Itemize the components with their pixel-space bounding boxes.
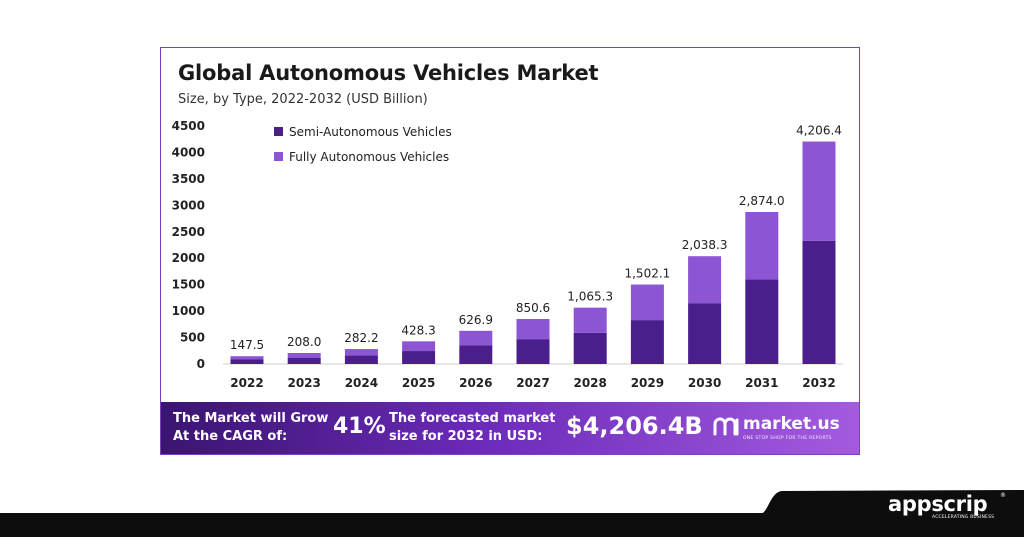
bar-semi-autonomous [344, 355, 378, 364]
bar-total-label: 147.5 [230, 338, 264, 352]
x-tick-label: 2030 [688, 376, 721, 390]
marketus-name: market.us [743, 414, 840, 434]
bar-fully-autonomous [230, 356, 264, 360]
chart-title: Global Autonomous Vehicles Market [178, 61, 599, 85]
bar-semi-autonomous [630, 320, 664, 364]
bar-fully-autonomous [459, 330, 493, 346]
x-tick-label: 2025 [402, 376, 435, 390]
cagr-label: The Market will Grow At the CAGR of: [173, 411, 329, 444]
bar-semi-autonomous [230, 359, 264, 364]
y-tick-label: 4500 [172, 119, 205, 133]
bar-fully-autonomous [573, 307, 607, 333]
forecast-value: $4,206.4B [566, 412, 703, 440]
bar-fully-autonomous [802, 141, 836, 241]
bar-semi-autonomous [745, 279, 779, 364]
cagr-value: 41% [333, 414, 386, 439]
x-tick-label: 2024 [345, 376, 378, 390]
bar-fully-autonomous [344, 349, 378, 356]
marketus-logo: market.us ONE STOP SHOP FOR THE REPORTS [713, 412, 853, 446]
bar-total-label: 2,038.3 [682, 238, 728, 252]
bar-series: 147.5 208.0 282.2 428.3 626.9 850.6 1,065.3 1,5… [230, 124, 842, 364]
appscrip-registered-mark: ® [1000, 492, 1006, 499]
x-axis: 2022 2023 2024 2025 2026 2027 2028 2029 2030 2031… [230, 376, 835, 390]
bar-total-label: 1,065.3 [567, 290, 613, 304]
summary-banner: The Market will Grow At the CAGR of: 41%… [161, 402, 859, 454]
chart-card: Global Autonomous Vehicles Market Size, … [160, 47, 860, 455]
bar-semi-autonomous [287, 357, 321, 364]
x-tick-label: 2022 [230, 376, 263, 390]
bar-fully-autonomous [402, 341, 436, 352]
bar-total-label: 4,206.4 [796, 124, 842, 138]
y-tick-label: 1000 [172, 304, 205, 318]
bar-fully-autonomous [688, 256, 722, 304]
forecast-label: The forecasted market size for 2032 in U… [389, 411, 556, 444]
x-tick-label: 2027 [516, 376, 549, 390]
y-axis: 0 500 1000 1500 2000 2500 3000 3500 4000 4500 [172, 119, 205, 371]
bar-total-label: 208.0 [287, 335, 321, 349]
bar-semi-autonomous [688, 303, 722, 364]
bar-fully-autonomous [287, 352, 321, 358]
bar-chart: 0 500 1000 1500 2000 2500 3000 3500 4000 4500 147… [172, 119, 843, 390]
bar-semi-autonomous [402, 351, 436, 364]
bar-semi-autonomous [802, 240, 836, 364]
appscrip-name: appscrip [888, 492, 988, 516]
bar-fully-autonomous [630, 284, 664, 321]
marketus-tagline: ONE STOP SHOP FOR THE REPORTS [743, 436, 832, 441]
footer-bar [0, 513, 1024, 537]
x-tick-label: 2029 [631, 376, 664, 390]
y-tick-label: 1500 [172, 278, 205, 292]
bar-semi-autonomous [516, 339, 550, 364]
y-tick-label: 500 [180, 331, 205, 345]
y-tick-label: 3000 [172, 198, 205, 212]
chart-legend: Semi-Autonomous Vehicles Fully Autonomou… [274, 125, 452, 164]
x-tick-label: 2023 [287, 376, 320, 390]
marketus-logo-icon [713, 417, 739, 436]
x-tick-label: 2028 [573, 376, 606, 390]
bar-total-label: 2,874.0 [739, 194, 785, 208]
y-tick-label: 2500 [172, 225, 205, 239]
legend-label-semi: Semi-Autonomous Vehicles [289, 125, 452, 139]
bar-total-label: 626.9 [459, 313, 493, 327]
x-tick-label: 2031 [745, 376, 778, 390]
bar-total-label: 428.3 [401, 323, 435, 337]
y-tick-label: 3500 [172, 172, 205, 186]
legend-swatch-fully [274, 152, 283, 161]
appscrip-tagline: ACCELERATING BUSINESS [932, 515, 995, 520]
y-tick-label: 0 [197, 357, 205, 371]
chart-subtitle: Size, by Type, 2022-2032 (USD Billion) [178, 92, 428, 107]
bar-total-label: 850.6 [516, 301, 550, 315]
y-tick-label: 2000 [172, 251, 205, 265]
appscrip-logo: appscrip ® ACCELERATING BUSINESS [888, 492, 1008, 522]
bar-fully-autonomous [516, 319, 550, 340]
bar-semi-autonomous [459, 345, 493, 364]
x-tick-label: 2026 [459, 376, 492, 390]
footer-tab-shape [760, 490, 1024, 514]
bar-total-label: 1,502.1 [624, 267, 670, 281]
legend-label-fully: Fully Autonomous Vehicles [289, 150, 449, 164]
bar-semi-autonomous [573, 332, 607, 364]
bar-fully-autonomous [745, 211, 779, 280]
x-tick-label: 2032 [802, 376, 835, 390]
y-tick-label: 4000 [172, 145, 205, 159]
bar-total-label: 282.2 [344, 331, 378, 345]
legend-swatch-semi [274, 127, 283, 136]
